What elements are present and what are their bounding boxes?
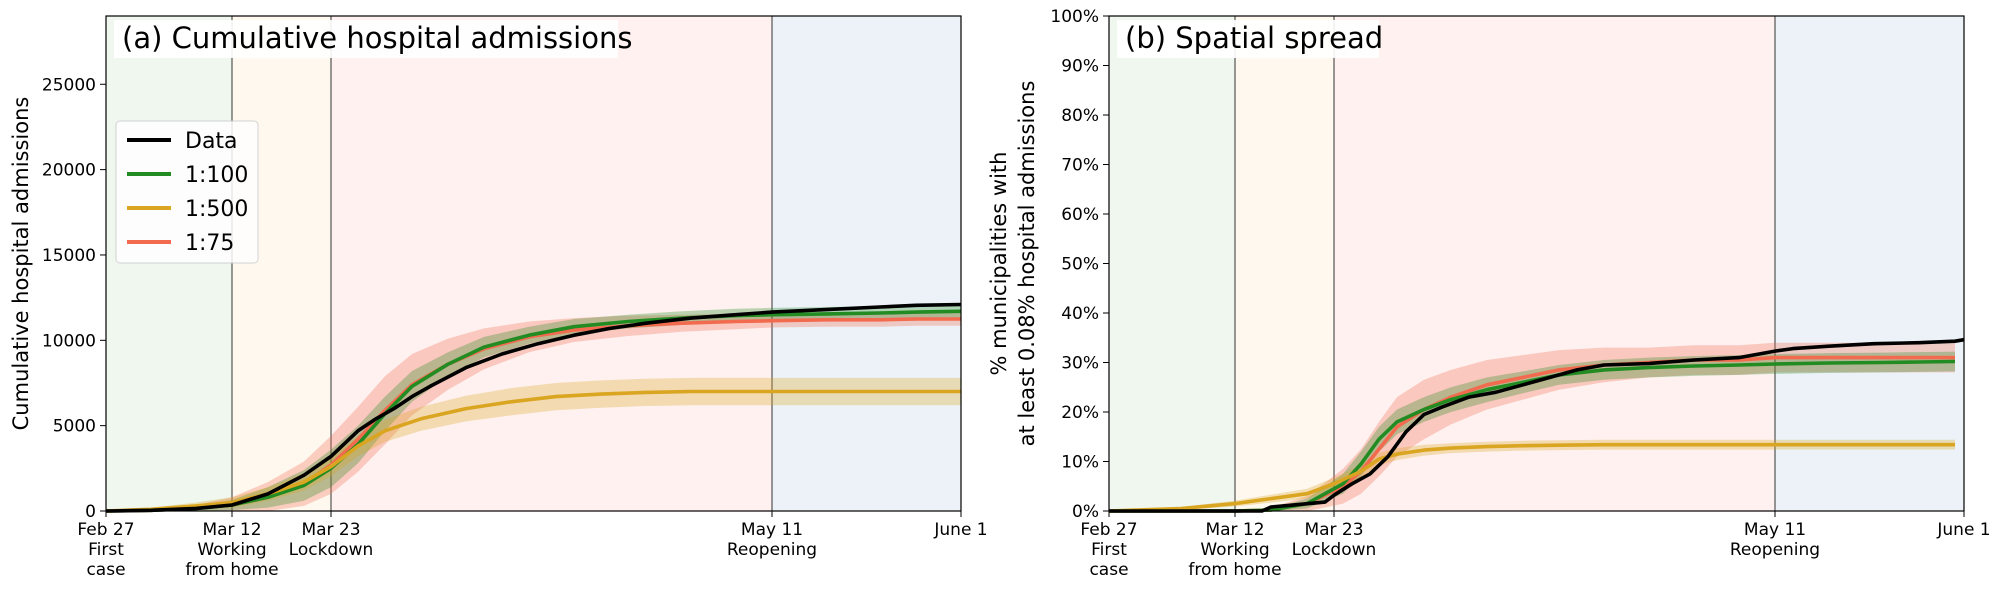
y-tick-label: 70% xyxy=(1061,156,1099,176)
legend: Data 1:100 1:500 1:75 xyxy=(115,120,259,264)
y-tick-label: 80% xyxy=(1061,106,1099,126)
series-line-Data xyxy=(1109,337,1965,513)
y-tick-label: 0% xyxy=(1072,502,1099,522)
y-tick-label: 25000 xyxy=(42,75,96,95)
title-background xyxy=(1117,20,1379,58)
x-tick-label: First xyxy=(1091,540,1127,560)
phase-shade-4 xyxy=(1775,16,1964,511)
legend-label: 1:100 xyxy=(185,163,248,188)
x-tick-label: Lockdown xyxy=(1292,540,1377,560)
series-band-1:500 xyxy=(1109,439,1955,511)
x-tick-label: case xyxy=(1089,560,1128,580)
y-tick-label: 90% xyxy=(1061,57,1099,77)
x-tick-label: Working xyxy=(1200,540,1269,560)
y-tick-label: 10000 xyxy=(42,331,96,351)
phase-shade-1 xyxy=(1109,16,1235,511)
panel-b-spatial-spread: 0% 10% 20% 30% 40% 50% 60% 70% 80% 90% 100% Feb 27F… xyxy=(987,7,1990,580)
legend-box xyxy=(115,120,259,264)
axes-frame xyxy=(105,15,962,512)
series-line-Data xyxy=(105,302,962,513)
y-axis-label: Cumulative hospital admissions xyxy=(9,97,33,431)
x-tick-label: Feb 27 xyxy=(1080,520,1137,540)
legend-label: 1:500 xyxy=(185,197,248,222)
y-tick-label: 15000 xyxy=(42,246,96,266)
x-tick-label: Reopening xyxy=(727,540,817,560)
legend-label: 1:75 xyxy=(185,231,234,256)
legend-label: Data xyxy=(185,129,238,154)
series-band-1:100 xyxy=(106,304,961,511)
x-tick-label: Mar 12 xyxy=(202,520,261,540)
y-tick-label: 50% xyxy=(1061,255,1099,275)
y-tick-label: 100% xyxy=(1050,7,1099,27)
x-tick-label: June 1 xyxy=(933,520,987,540)
x-tick-label: from home xyxy=(185,560,278,580)
x-tick-label: May 11 xyxy=(741,520,803,540)
series-line-1:500 xyxy=(1108,442,1955,513)
x-tick-label: June 1 xyxy=(1936,520,1990,540)
y-axis-label-line: % municipalities with xyxy=(987,152,1011,376)
y-tick-label: 20000 xyxy=(42,161,96,181)
y-tick-label: 60% xyxy=(1061,205,1099,225)
x-tick-label: Mar 23 xyxy=(1304,520,1363,540)
x-tick-label: Working xyxy=(197,540,266,560)
chart-title: (a) Cumulative hospital admissions xyxy=(122,21,632,55)
x-tick-label: Lockdown xyxy=(289,540,374,560)
x-tick-label: from home xyxy=(1188,560,1281,580)
phase-shade-4 xyxy=(772,16,961,511)
panel-a-cumulative-admissions: 0 5000 10000 15000 20000 25000 Feb 27Firstcase… xyxy=(9,15,988,580)
y-tick-label: 0 xyxy=(85,502,96,522)
series-band-1:500 xyxy=(106,377,961,511)
series-line-1:100 xyxy=(1109,359,1956,513)
y-tick-label: 5000 xyxy=(53,417,96,437)
y-tick-label: 30% xyxy=(1061,354,1099,374)
series-band-1:75 xyxy=(106,312,961,511)
phase-shade-3 xyxy=(331,16,772,511)
y-tick-label: 20% xyxy=(1061,403,1099,423)
x-tick-label: Mar 23 xyxy=(301,520,360,540)
chart-title: (b) Spatial spread xyxy=(1125,21,1383,55)
x-tick-label: Mar 12 xyxy=(1205,520,1264,540)
x-tick-label: case xyxy=(86,560,125,580)
y-tick-label: 40% xyxy=(1061,304,1099,324)
y-tick-label: 10% xyxy=(1061,453,1099,473)
x-tick-label: May 11 xyxy=(1744,520,1806,540)
x-tick-label: First xyxy=(88,540,124,560)
phase-shade-2 xyxy=(1235,16,1334,511)
x-tick-label: Feb 27 xyxy=(77,520,134,540)
y-axis-label-line: at least 0.08% hospital admissions xyxy=(1015,81,1039,447)
title-background xyxy=(114,20,618,58)
x-tick-label: Reopening xyxy=(1730,540,1820,560)
